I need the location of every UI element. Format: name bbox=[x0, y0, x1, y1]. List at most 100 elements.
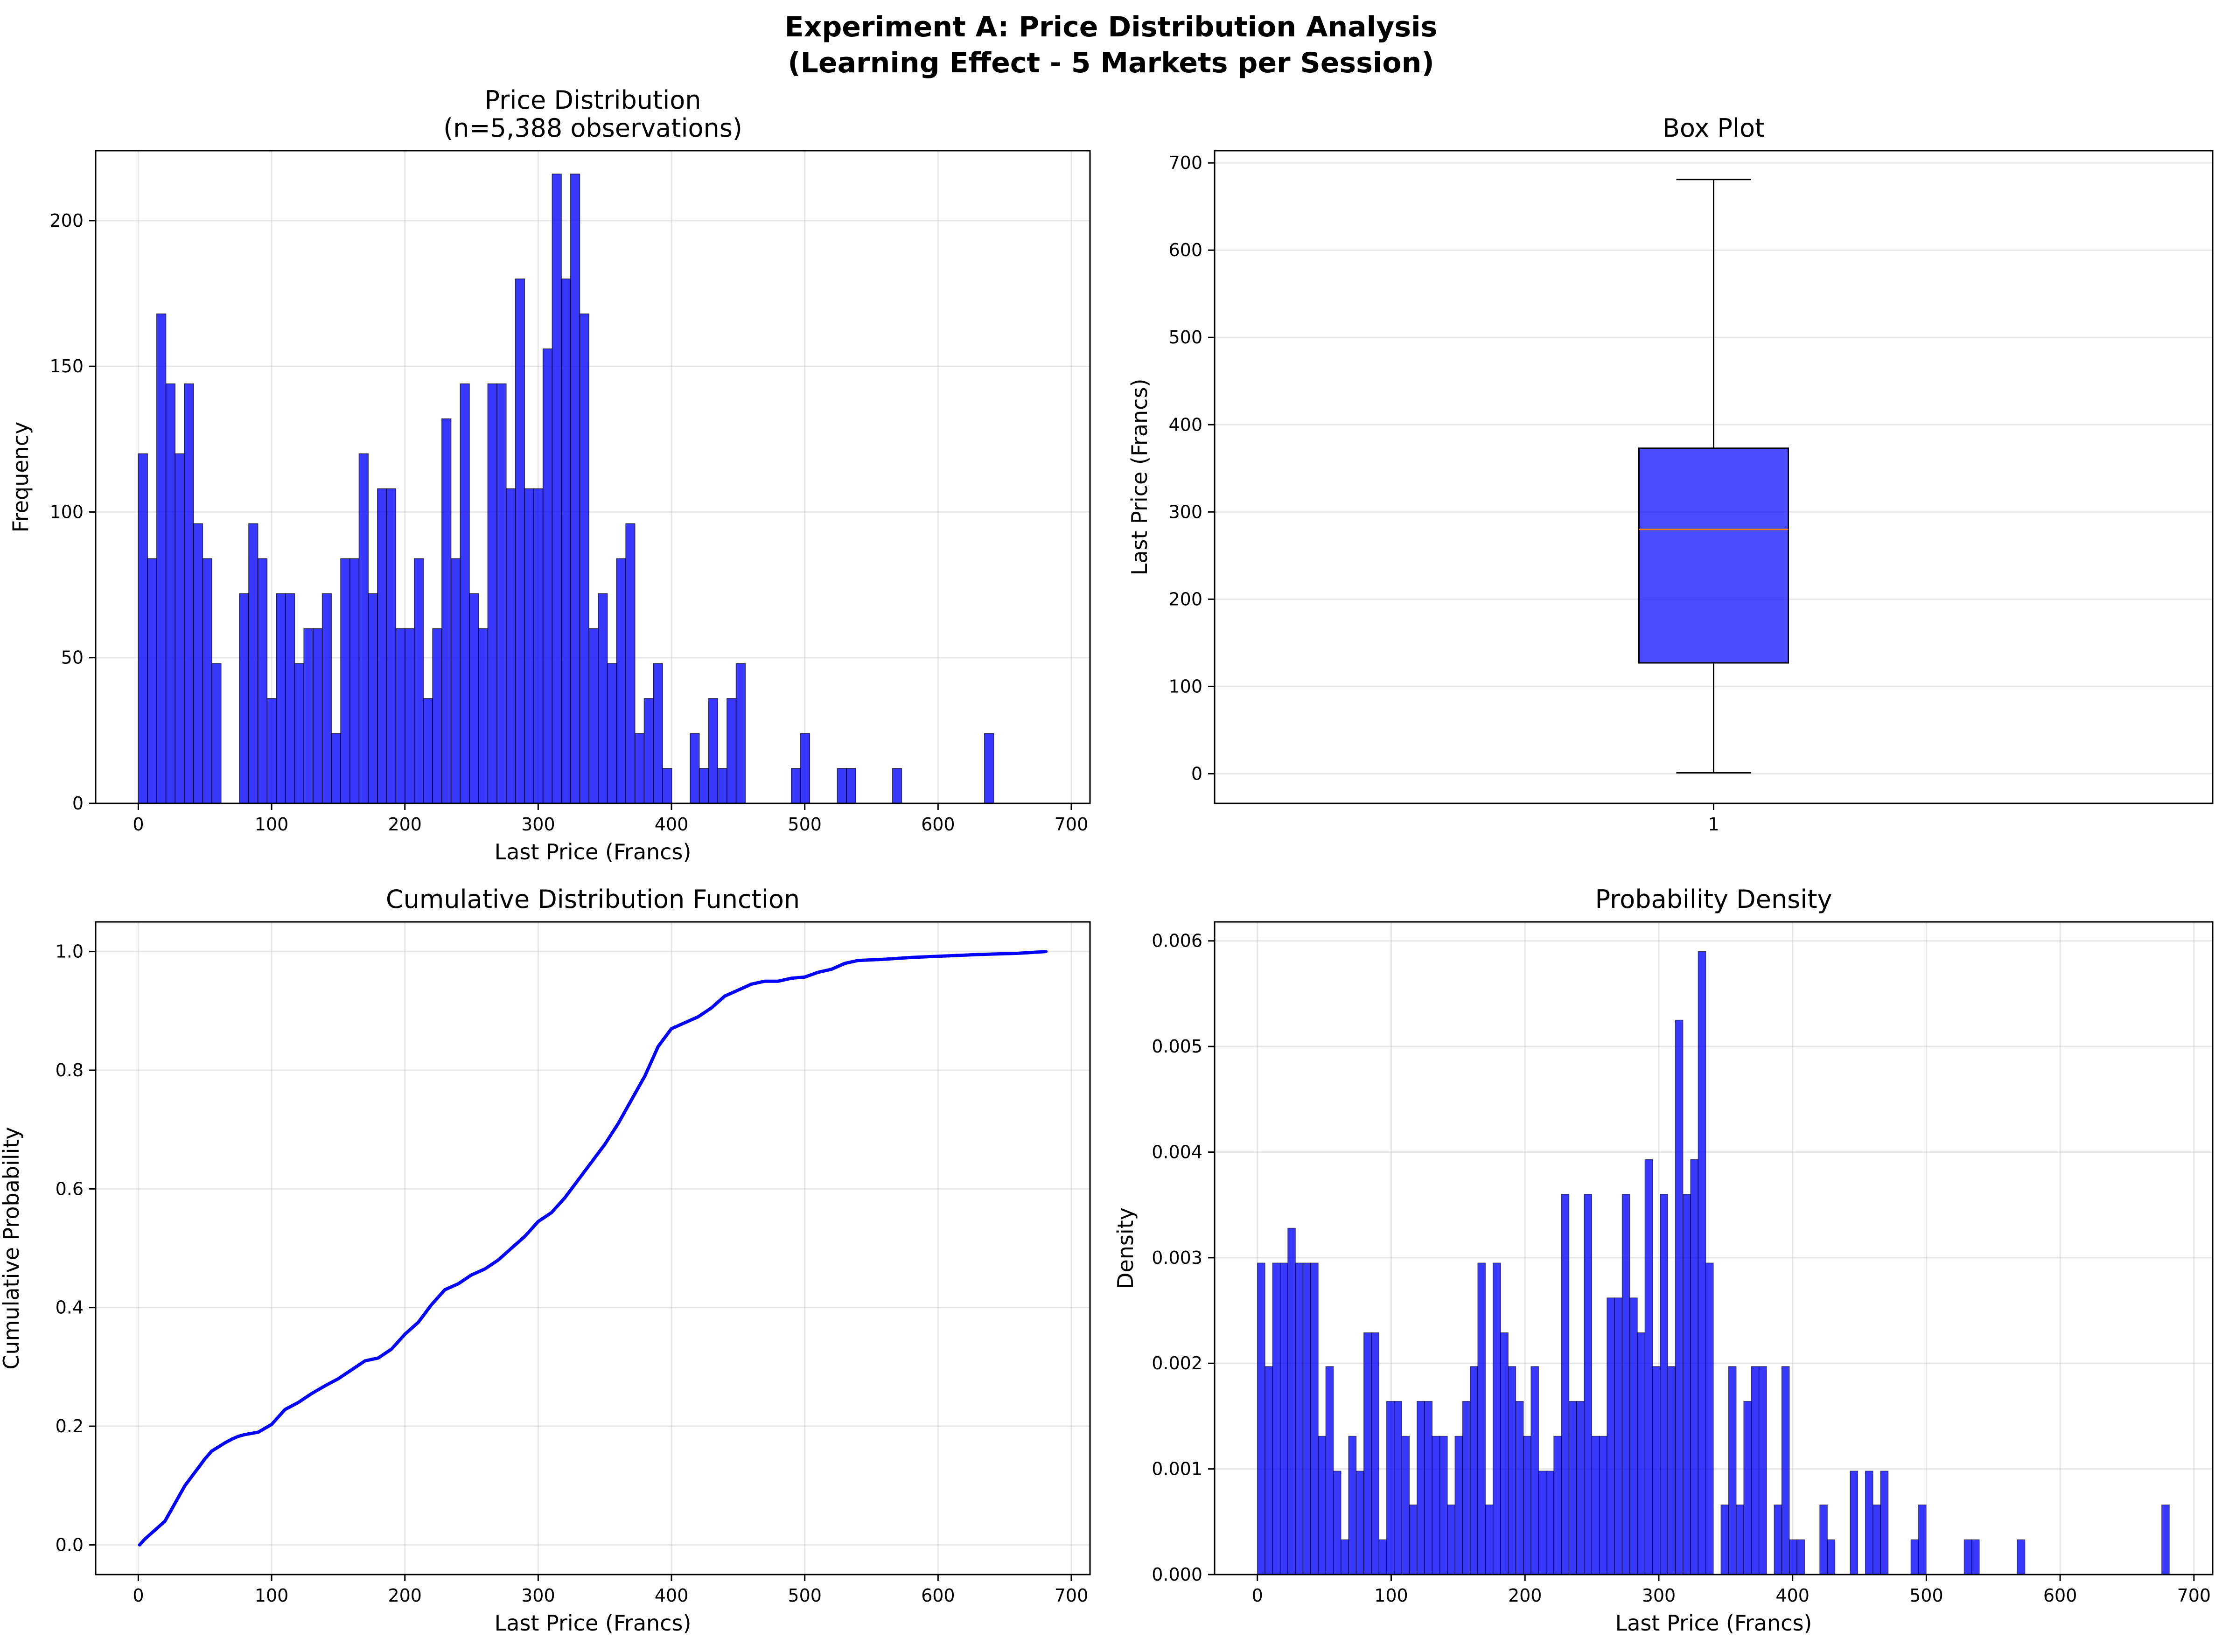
density-y-axis-label: Density bbox=[1113, 1207, 1138, 1289]
density-bar bbox=[1873, 1504, 1881, 1575]
y-tick-label: 0.001 bbox=[1152, 1459, 1202, 1479]
cdf-grid bbox=[96, 922, 1090, 1575]
density-bar bbox=[1850, 1471, 1859, 1575]
histogram-bar bbox=[313, 628, 323, 804]
density-bar bbox=[1257, 1262, 1265, 1575]
density-bar bbox=[1508, 1366, 1516, 1575]
x-tick-label: 200 bbox=[388, 814, 422, 835]
histogram-bar bbox=[211, 663, 222, 804]
density-bar bbox=[2161, 1504, 2170, 1575]
density-bar bbox=[1652, 1366, 1661, 1575]
histogram-bar bbox=[717, 768, 727, 804]
density-bar bbox=[1325, 1366, 1334, 1575]
y-tick-label: 50 bbox=[61, 648, 84, 668]
y-tick-label: 1.0 bbox=[56, 941, 84, 962]
y-tick-label: 0.8 bbox=[56, 1060, 84, 1080]
density-bar bbox=[1515, 1401, 1524, 1575]
histogram-bar bbox=[598, 593, 608, 804]
histogram-bar bbox=[395, 628, 405, 804]
box-plot-ticks: 0 100 200 300 400 500 600 700 1 bbox=[1168, 153, 1719, 835]
y-tick-label: 0.0 bbox=[56, 1534, 84, 1555]
density-bar bbox=[1568, 1401, 1577, 1575]
y-tick-label: 0 bbox=[1191, 763, 1202, 784]
histogram-bar bbox=[358, 453, 369, 804]
density-bar bbox=[1637, 1332, 1646, 1575]
density-bar bbox=[1333, 1471, 1342, 1575]
histogram-bar bbox=[607, 663, 617, 804]
density-bar bbox=[2017, 1539, 2026, 1575]
density-bar bbox=[1272, 1262, 1281, 1575]
histogram-bar bbox=[588, 628, 599, 804]
x-tick-label: 600 bbox=[2043, 1585, 2077, 1606]
histogram-bar bbox=[138, 453, 148, 804]
histogram-bar bbox=[533, 488, 544, 804]
histogram-bar bbox=[349, 558, 360, 804]
density-bar bbox=[1378, 1539, 1387, 1575]
histogram-bar bbox=[386, 488, 397, 804]
x-tick-label: 300 bbox=[521, 1585, 555, 1606]
density-bar bbox=[1310, 1262, 1319, 1575]
density-panel: 0 100 200 300 400 500 600 700 0.000 0.001 0.002 0.0… bbox=[1113, 885, 2214, 1636]
histogram-bar bbox=[184, 383, 194, 804]
density-title: Probability Density bbox=[1595, 885, 1832, 914]
density-bar bbox=[1295, 1262, 1304, 1575]
density-bar bbox=[1827, 1539, 1836, 1575]
histogram-bar bbox=[837, 768, 847, 804]
histogram-bar bbox=[643, 698, 654, 804]
histogram-bar bbox=[156, 313, 167, 804]
box-plot-y-axis-label: Last Price (Francs) bbox=[1127, 379, 1152, 576]
density-bar bbox=[1454, 1436, 1463, 1575]
price-distribution-ticks: 0 100 200 300 400 500 600 700 0 50 100 150 200 bbox=[49, 210, 1088, 835]
density-bar bbox=[1348, 1436, 1357, 1575]
density-bar bbox=[1751, 1366, 1760, 1575]
density-bar bbox=[1880, 1471, 1889, 1575]
x-tick-label: 400 bbox=[1775, 1585, 1810, 1606]
histogram-bar bbox=[266, 698, 277, 804]
histogram-bar bbox=[276, 593, 286, 804]
y-tick-label: 0.003 bbox=[1152, 1248, 1202, 1268]
histogram-bar bbox=[561, 279, 571, 804]
density-bar bbox=[1683, 1194, 1691, 1575]
density-bar bbox=[1439, 1436, 1448, 1575]
x-tick-label: 0 bbox=[1252, 1585, 1263, 1606]
price-distribution-frame bbox=[95, 150, 1091, 804]
density-bar bbox=[1675, 1019, 1684, 1575]
density-bar bbox=[1910, 1539, 1919, 1575]
y-tick-label: 600 bbox=[1168, 240, 1202, 260]
density-bar bbox=[1629, 1297, 1638, 1575]
density-bar bbox=[1644, 1159, 1653, 1575]
density-bar bbox=[1356, 1471, 1364, 1575]
y-tick-label: 0.005 bbox=[1152, 1036, 1202, 1057]
density-bar bbox=[1819, 1504, 1828, 1575]
density-bar bbox=[1743, 1401, 1752, 1575]
density-bar bbox=[1781, 1366, 1790, 1575]
histogram-bar bbox=[377, 488, 387, 804]
density-bar bbox=[1667, 1366, 1676, 1575]
cdf-panel: 0 100 200 300 400 500 600 700 0.0 0.2 0.4 0.6 0.8 1.0… bbox=[0, 885, 1091, 1636]
density-bar bbox=[1432, 1436, 1440, 1575]
histogram-bar bbox=[340, 558, 350, 804]
histogram-bar bbox=[616, 558, 626, 804]
x-tick-label: 100 bbox=[1374, 1585, 1408, 1606]
y-tick-label: 300 bbox=[1168, 502, 1202, 522]
x-tick-label: 1 bbox=[1708, 814, 1719, 835]
density-bar bbox=[1660, 1194, 1668, 1575]
histogram-bar bbox=[506, 488, 516, 804]
density-bar bbox=[1401, 1436, 1410, 1575]
density-bar bbox=[1265, 1366, 1273, 1575]
histogram-bar bbox=[202, 558, 212, 804]
y-tick-label: 0.4 bbox=[56, 1297, 84, 1318]
density-bar bbox=[1500, 1332, 1509, 1575]
y-tick-label: 100 bbox=[1168, 676, 1202, 697]
density-bar bbox=[1971, 1539, 1980, 1575]
density-bar bbox=[1302, 1262, 1311, 1575]
density-ticks: 0 100 200 300 400 500 600 700 0.000 0.001 0.002 0.0… bbox=[1152, 931, 2211, 1606]
histogram-bar bbox=[450, 558, 461, 804]
histogram-bar bbox=[413, 558, 424, 804]
density-bar bbox=[1774, 1504, 1782, 1575]
price-distribution-x-axis-label: Last Price (Francs) bbox=[495, 839, 692, 864]
histogram-bar bbox=[552, 174, 562, 804]
density-bar bbox=[1720, 1504, 1729, 1575]
histogram-bar bbox=[303, 628, 314, 804]
